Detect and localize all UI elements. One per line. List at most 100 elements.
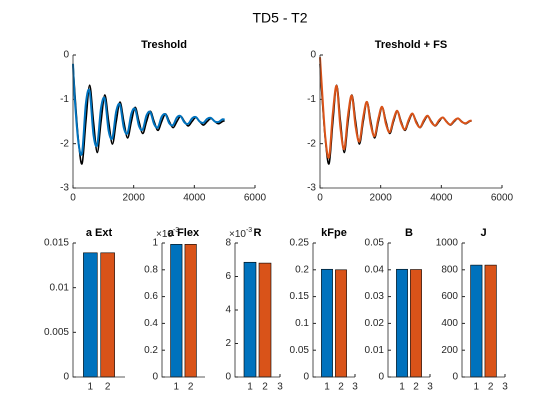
axes: Treshold + FS -3 -2 -1 0 0 2000 4000 6000 <box>307 39 513 204</box>
y-tick-label: -1 <box>60 94 69 105</box>
y-tick-label: 0.2 <box>144 345 158 356</box>
y-tick-label: 0.04 <box>365 264 385 275</box>
x-tick-label: 3 <box>427 382 433 393</box>
bar <box>484 264 497 378</box>
axis-lines <box>387 243 430 378</box>
axes: Treshold -3 -2 -1 0 0 2000 4000 6000 <box>60 39 266 204</box>
y-tick-label: 0.01 <box>365 345 385 356</box>
axis-lines <box>319 55 502 189</box>
axis-exponent: ×10-3 <box>156 227 179 240</box>
bar <box>410 269 422 378</box>
x-tick-label: 2 <box>488 382 494 393</box>
y-tick-label: 0 <box>452 372 458 383</box>
y-tick-label: 0.25 <box>290 238 310 249</box>
y-tick-label: 0.6 <box>144 291 158 302</box>
y-tick-label: 600 <box>441 291 458 302</box>
axes-title: Treshold + FS <box>375 39 447 51</box>
y-tick-label: 0 <box>378 372 384 383</box>
y-tick-label: 0.03 <box>365 291 385 302</box>
x-tick-label: 2 <box>338 382 344 393</box>
bar <box>170 244 183 378</box>
y-tick-label: 0 <box>303 372 309 383</box>
y-tick-label: 0 <box>63 372 69 383</box>
x-tick-label: 3 <box>352 382 358 393</box>
y-tick-label: 6 <box>225 271 231 282</box>
line <box>319 57 472 159</box>
bar <box>243 261 257 378</box>
bar <box>100 252 115 378</box>
y-tick-label: 0.8 <box>144 264 158 275</box>
axes: kFpe 0 0.05 0.1 0.15 0.2 0.25 1 2 3 <box>290 227 359 393</box>
axes: J 0 200 400 600 800 1000 1 2 3 <box>436 227 508 393</box>
y-tick-label: 0.01 <box>50 282 70 293</box>
y-tick-label: 0.05 <box>365 238 385 249</box>
axes-title: B <box>405 227 413 239</box>
axis-lines <box>234 243 280 378</box>
x-tick-label: 2 <box>188 382 194 393</box>
axes: a Flex×10-300.20.40.60.811 2 <box>144 227 205 393</box>
y-tick-label: -3 <box>307 183 316 194</box>
x-tick-label: 1 <box>174 382 180 393</box>
y-tick-label: 0 <box>225 372 231 383</box>
x-tick-label: 1 <box>474 382 480 393</box>
x-tick-label: 2000 <box>123 193 146 204</box>
exponent-power: -3 <box>246 227 252 234</box>
axes-title: kFpe <box>321 227 347 239</box>
x-tick-label: 0 <box>317 193 323 204</box>
axis-lines <box>72 243 125 378</box>
y-tick-label: 1 <box>152 238 158 249</box>
exponent-power: -3 <box>173 227 179 234</box>
axes: B 0 0.01 0.02 0.03 0.04 0.05 1 2 3 <box>365 227 434 393</box>
y-tick-label: 0.2 <box>295 264 309 275</box>
bar <box>396 268 408 378</box>
axes-title: R <box>254 227 262 239</box>
y-tick-label: 2 <box>225 338 231 349</box>
y-tick-label: 0.015 <box>44 238 69 249</box>
y-tick-label: 1000 <box>436 238 459 249</box>
y-tick-label: -2 <box>60 138 69 149</box>
x-tick-label: 4000 <box>183 193 206 204</box>
bar <box>83 252 98 378</box>
axes-title: a Flex <box>168 227 200 239</box>
bar <box>184 244 197 378</box>
y-tick-label: 0.005 <box>44 327 69 338</box>
x-tick-label: 6000 <box>491 193 514 204</box>
exponent-base: ×10 <box>156 229 173 240</box>
x-tick-label: 3 <box>277 382 283 393</box>
y-tick-label: 200 <box>441 345 458 356</box>
x-tick-label: 1 <box>399 382 405 393</box>
bar <box>321 268 333 378</box>
bar <box>470 264 483 378</box>
x-tick-label: 6000 <box>244 193 267 204</box>
y-tick-label: 0 <box>152 372 158 383</box>
y-tick-label: 0.02 <box>365 318 385 329</box>
axes: a Ext 0 0.005 0.01 0.015 1 2 <box>44 227 125 393</box>
y-tick-label: 8 <box>225 238 231 249</box>
y-tick-label: 0.15 <box>290 291 310 302</box>
axes-title: Treshold <box>141 39 187 51</box>
x-tick-label: 2 <box>105 382 111 393</box>
axes-title: J <box>480 227 486 239</box>
line <box>72 63 225 165</box>
y-tick-label: 4 <box>225 305 231 316</box>
x-tick-label: 3 <box>502 382 508 393</box>
line <box>72 63 225 156</box>
y-tick-label: -3 <box>60 183 69 194</box>
y-tick-label: 0 <box>310 50 316 61</box>
figure-title: TD5 - T2 <box>253 10 308 26</box>
x-tick-label: 2000 <box>370 193 393 204</box>
axis-lines <box>461 243 505 378</box>
x-tick-label: 1 <box>324 382 330 393</box>
y-tick-label: 0.4 <box>144 318 158 329</box>
axis-exponent: ×10-3 <box>229 227 252 240</box>
x-tick-label: 2 <box>413 382 419 393</box>
axis-lines <box>72 55 255 189</box>
y-tick-label: 400 <box>441 318 458 329</box>
x-tick-label: 1 <box>88 382 94 393</box>
exponent-base: ×10 <box>229 229 246 240</box>
axis-lines <box>312 243 355 378</box>
axis-lines <box>161 243 205 378</box>
x-tick-label: 1 <box>247 382 253 393</box>
y-tick-label: 0.1 <box>295 318 309 329</box>
